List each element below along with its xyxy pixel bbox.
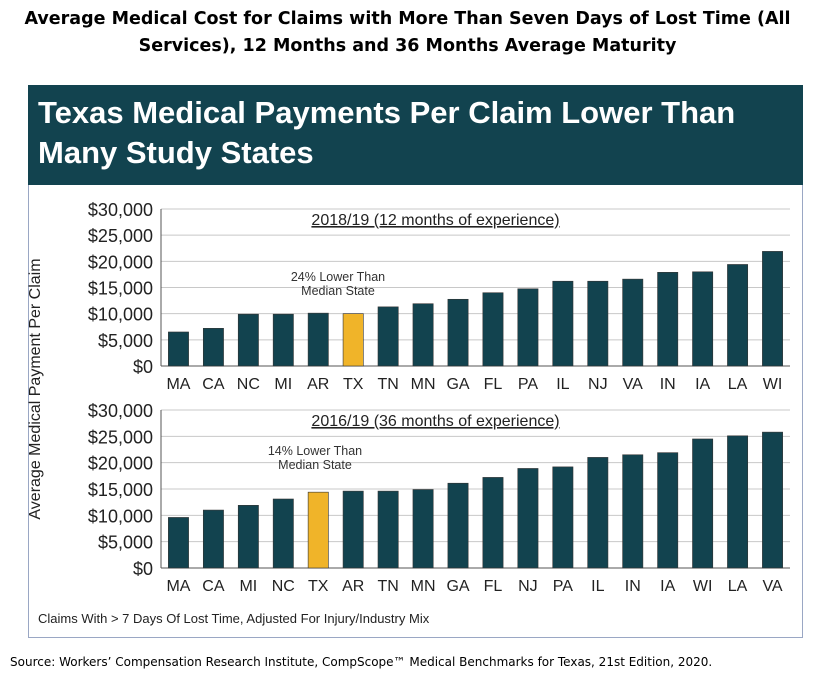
- bar-NC: [237, 313, 259, 367]
- bar-LA: [727, 264, 749, 367]
- bar-IL: [552, 280, 574, 367]
- y-tick-label: $25,000: [88, 226, 153, 246]
- bar-VA: [622, 278, 644, 367]
- x-tick-label: FL: [484, 376, 503, 393]
- bar-NJ: [517, 468, 539, 569]
- banner-title: Texas Medical Payments Per Claim Lower T…: [28, 85, 803, 185]
- bar-IN: [622, 454, 644, 569]
- y-tick-label: $10,000: [88, 506, 153, 526]
- bar-MA: [168, 331, 189, 367]
- y-tick-label: $15,000: [88, 480, 153, 500]
- x-tick-label: VA: [762, 578, 782, 595]
- y-axis-title: Average Medical Payment Per Claim: [27, 258, 44, 519]
- bar-GA: [447, 482, 469, 569]
- y-tick-label: $30,000: [88, 200, 153, 220]
- bar-MN: [412, 489, 434, 569]
- bar-LA: [727, 435, 749, 569]
- x-tick-label: AR: [342, 578, 364, 595]
- x-tick-label: NJ: [518, 578, 538, 595]
- x-tick-label: NC: [272, 578, 295, 595]
- bar-MI: [237, 505, 259, 569]
- y-tick-label: $5,000: [98, 533, 153, 553]
- y-tick-label: $20,000: [88, 454, 153, 474]
- bar-MA: [168, 517, 189, 569]
- x-tick-label: LA: [728, 376, 748, 393]
- bar-TN: [377, 306, 399, 367]
- footnote: Claims With > 7 Days Of Lost Time, Adjus…: [38, 611, 430, 626]
- x-tick-label: PA: [518, 376, 538, 393]
- bar-CA: [202, 509, 224, 569]
- source-note: Source: Workers’ Compensation Research I…: [10, 655, 713, 669]
- bar-NC: [272, 498, 294, 569]
- y-tick-label: $10,000: [88, 305, 153, 325]
- x-tick-label: TX: [343, 376, 364, 393]
- bar-FL: [482, 292, 504, 367]
- chart-subtitle: 2016/19 (36 months of experience): [311, 413, 559, 430]
- bar-WI: [762, 251, 783, 367]
- x-tick-label: PA: [553, 578, 573, 595]
- y-tick-label: $0: [133, 559, 153, 579]
- x-tick-label: MN: [411, 376, 436, 393]
- x-tick-label: TN: [377, 578, 398, 595]
- x-tick-label: IN: [660, 376, 676, 393]
- chart-subtitle: 2018/19 (12 months of experience): [311, 212, 559, 229]
- y-tick-label: $5,000: [98, 331, 153, 351]
- x-tick-label: MA: [166, 376, 190, 393]
- x-tick-label: CA: [202, 578, 225, 595]
- bar-AR: [307, 312, 329, 367]
- x-tick-label: LA: [728, 578, 748, 595]
- x-tick-label: MA: [166, 578, 190, 595]
- bar-IL: [587, 457, 609, 569]
- bar-PA: [517, 288, 539, 367]
- x-tick-label: MI: [239, 578, 257, 595]
- bar-AR: [342, 490, 364, 569]
- bar-NJ: [587, 280, 609, 367]
- bar-PA: [552, 466, 574, 569]
- bar-TN: [377, 490, 399, 569]
- annotation: 24% Lower Than: [291, 270, 385, 284]
- x-tick-label: TX: [308, 578, 329, 595]
- x-tick-label: MN: [411, 578, 436, 595]
- x-tick-label: NC: [237, 376, 260, 393]
- bar-IN: [657, 272, 679, 367]
- x-tick-label: CA: [202, 376, 225, 393]
- x-tick-label: FL: [484, 578, 503, 595]
- y-tick-label: $20,000: [88, 252, 153, 272]
- x-tick-label: MI: [274, 376, 292, 393]
- bar-MI: [272, 313, 294, 367]
- x-tick-label: AR: [307, 376, 329, 393]
- x-tick-label: WI: [693, 578, 713, 595]
- page-title: Average Medical Cost for Claims with Mor…: [24, 9, 791, 56]
- annotation: 14% Lower Than: [268, 444, 362, 458]
- bar-VA: [762, 431, 783, 569]
- y-tick-label: $30,000: [88, 401, 153, 421]
- x-tick-label: TN: [377, 376, 398, 393]
- y-tick-label: $0: [133, 357, 153, 377]
- bar-MN: [412, 303, 434, 367]
- x-tick-label: IA: [660, 578, 675, 595]
- x-tick-label: WI: [763, 376, 783, 393]
- bar-GA: [447, 298, 469, 367]
- y-tick-label: $25,000: [88, 427, 153, 447]
- x-tick-label: NJ: [588, 376, 608, 393]
- bar-IA: [657, 452, 679, 569]
- bar-TX: [342, 313, 364, 367]
- annotation: Median State: [301, 284, 375, 298]
- bar-TX: [307, 491, 329, 569]
- x-tick-label: GA: [446, 376, 469, 393]
- bar-FL: [482, 477, 504, 569]
- bar-IA: [692, 271, 714, 367]
- x-tick-label: GA: [446, 578, 469, 595]
- x-tick-label: IL: [556, 376, 569, 393]
- x-tick-label: IA: [695, 376, 710, 393]
- x-tick-label: VA: [623, 376, 643, 393]
- annotation: Median State: [278, 458, 352, 472]
- bar-CA: [202, 328, 224, 367]
- y-tick-label: $15,000: [88, 279, 153, 299]
- x-tick-label: IN: [625, 578, 641, 595]
- x-tick-label: IL: [591, 578, 604, 595]
- bar-WI: [692, 438, 714, 569]
